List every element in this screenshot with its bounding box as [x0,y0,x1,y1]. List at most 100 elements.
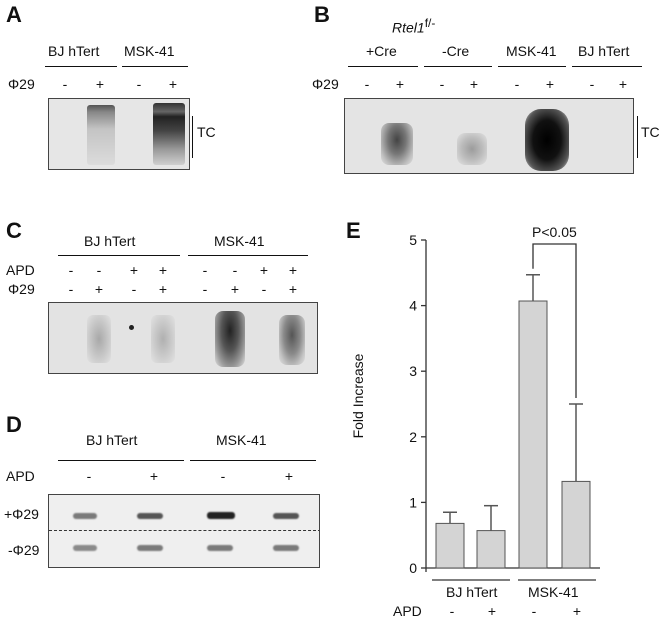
bar [435,522,465,569]
panel-c-group-1: BJ hTert [84,233,136,249]
panel-c-underline-1 [58,255,180,256]
panel-b-underline-1 [348,66,418,67]
panel-a-group-2: MSK-41 [124,43,175,59]
panel-a-sign: - [62,76,68,92]
y-tick-label: 5 [409,232,417,248]
panel-c-sign: - [232,262,238,278]
panel-c-sign: - [131,281,137,297]
panel-a-sign: + [95,76,105,92]
gel-band [273,513,299,519]
gel-lane-smear [381,123,413,165]
panel-c-row-label-phi29: Φ29 [8,281,35,297]
panel-d-label: D [6,412,22,437]
panel-b-row-label: Φ29 [312,76,339,92]
panel-c-sign: + [158,262,168,278]
chart-ticks: 0 1 2 3 4 5 [409,232,596,581]
panel-d-row-label: APD [6,468,35,484]
gel-band [73,513,97,519]
bar [561,480,591,569]
gel-speck [129,325,134,330]
panel-c-sign: - [202,262,208,278]
panel-b-sign: + [469,76,479,92]
panel-b-gel [344,98,634,174]
panel-b-group-2: -Cre [442,43,470,59]
panel-d-sign: + [284,468,294,484]
panel-c-sign: + [94,281,104,297]
panel-a-group-1: BJ hTert [48,43,100,59]
gel-band [73,545,97,551]
y-tick-label: 2 [409,429,417,445]
x-group-label-2: MSK-41 [528,584,579,600]
panel-d-underline-2 [190,460,316,461]
panel-c-sign: - [68,262,74,278]
bar [518,300,548,569]
panel-d-sign: + [149,468,159,484]
panel-b-sign: - [364,76,370,92]
gel-band [207,545,233,551]
panel-a-label: A [6,2,22,27]
panel-b-label: B [314,2,330,27]
x-sign: + [487,603,497,619]
panel-a-tc-label: TC [197,124,216,140]
gel-band [207,512,235,519]
panel-d-gel [48,494,320,568]
panel-d-group-1: BJ hTert [86,432,138,448]
panel-c-sign: + [288,281,298,297]
gel-lane-smear [215,311,245,367]
panel-d-sign: - [86,468,92,484]
panel-b-title-gene: Rtel1 [392,19,425,36]
gel-lane-smear [87,105,115,165]
panel-c-label: C [6,218,22,243]
bar [476,530,506,569]
gel-lane-smear [279,315,305,365]
panel-b-sign: - [439,76,445,92]
panel-d-lane-label-plus: +Φ29 [4,506,39,522]
panel-c-group-2: MSK-41 [214,233,265,249]
panel-b-sign: - [514,76,520,92]
gel-lane-smear [457,133,487,165]
panel-a-row-label: Φ29 [8,76,35,92]
panel-a-underline-1 [45,66,117,67]
significance-label: P<0.05 [532,224,577,240]
panel-c-sign: + [230,281,240,297]
y-tick-label: 3 [409,363,417,379]
x-sign: - [449,603,455,619]
panel-b-group-4: BJ hTert [578,43,630,59]
panel-b-tc-label: TC [641,124,660,140]
significance-bracket [532,243,577,398]
gel-lane-smear [87,315,111,363]
panel-a-underline-2 [122,66,188,67]
panel-c-sign: + [288,262,298,278]
chart-bars [435,274,591,569]
panel-b-sign: + [618,76,628,92]
panel-b-group-3: MSK-41 [506,43,557,59]
y-tick-label: 1 [409,494,417,510]
panel-a-gel [48,98,190,170]
panel-c-gel [48,302,318,374]
significance-bracket-line [532,243,577,398]
gel-band [137,513,163,519]
x-row-label: APD [393,603,422,619]
panel-a-sign: + [168,76,178,92]
panel-b-title-sup: f/- [424,16,436,30]
x-sign: - [531,603,537,619]
panel-b-group-1: +Cre [366,43,397,59]
gel-dashed-divider [49,530,319,531]
panel-b-tc-bracket [637,116,638,158]
gel-lane-smear [525,109,569,171]
y-tick-label: 4 [409,298,417,314]
panel-b-sign: + [395,76,405,92]
gel-lane-smear [151,315,175,363]
panel-c-sign: + [259,262,269,278]
panel-b-underline-2 [424,66,492,67]
panel-b-title: Rtel1f/- [392,16,435,36]
panel-c-sign: - [68,281,74,297]
panel-c-sign: + [158,281,168,297]
panel-d-group-2: MSK-41 [216,432,267,448]
x-group-label-1: BJ hTert [446,584,498,600]
panel-e-label: E [346,218,361,243]
panel-b-underline-3 [498,66,566,67]
panel-d-underline-1 [58,460,184,461]
gel-lane-smear [153,103,185,165]
